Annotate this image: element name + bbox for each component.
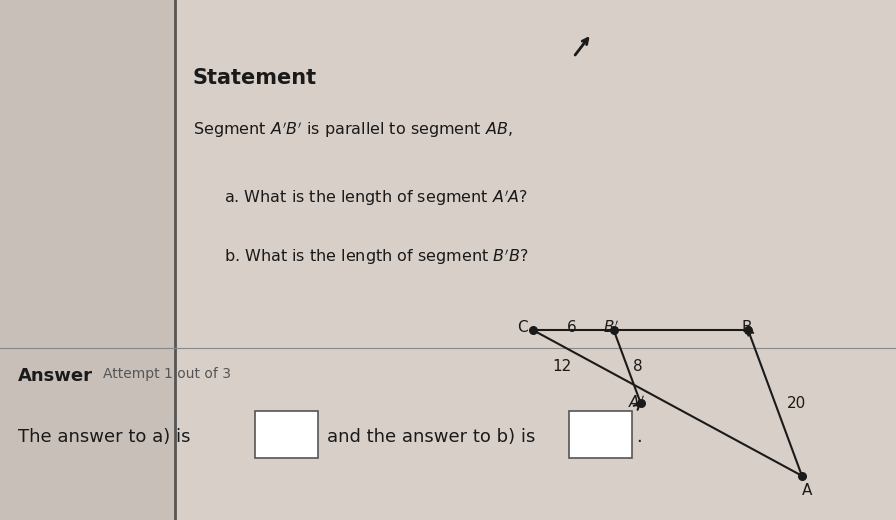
Text: and the answer to b) is: and the answer to b) is (327, 428, 536, 446)
Text: 12: 12 (553, 359, 572, 374)
Text: Answer: Answer (18, 367, 93, 385)
Text: a. What is the length of segment $A'A$?: a. What is the length of segment $A'A$? (224, 187, 528, 207)
Point (526, 326, 540, 334)
Text: b. What is the length of segment $B'B$?: b. What is the length of segment $B'B$? (224, 247, 529, 267)
Bar (0, 0, 175, 520)
Point (607, 326, 621, 334)
Point (633, 399, 648, 407)
Text: The answer to a) is: The answer to a) is (18, 428, 191, 446)
Text: Segment $A'B'$ is parallel to segment $AB$,: Segment $A'B'$ is parallel to segment $A… (193, 120, 513, 140)
Text: $B'$: $B'$ (603, 320, 619, 336)
Text: C: C (517, 320, 528, 335)
Text: .: . (636, 428, 642, 446)
FancyBboxPatch shape (255, 411, 318, 458)
Point (795, 472, 809, 480)
Text: 20: 20 (787, 396, 806, 410)
Point (741, 326, 755, 334)
Text: $A'$: $A'$ (627, 394, 645, 411)
Text: Statement: Statement (193, 68, 317, 87)
Text: B: B (741, 320, 752, 335)
Text: A: A (802, 483, 813, 498)
Text: 8: 8 (633, 359, 642, 374)
Text: 6: 6 (567, 320, 576, 335)
Text: Attempt 1 out of 3: Attempt 1 out of 3 (103, 367, 231, 381)
FancyBboxPatch shape (569, 411, 632, 458)
